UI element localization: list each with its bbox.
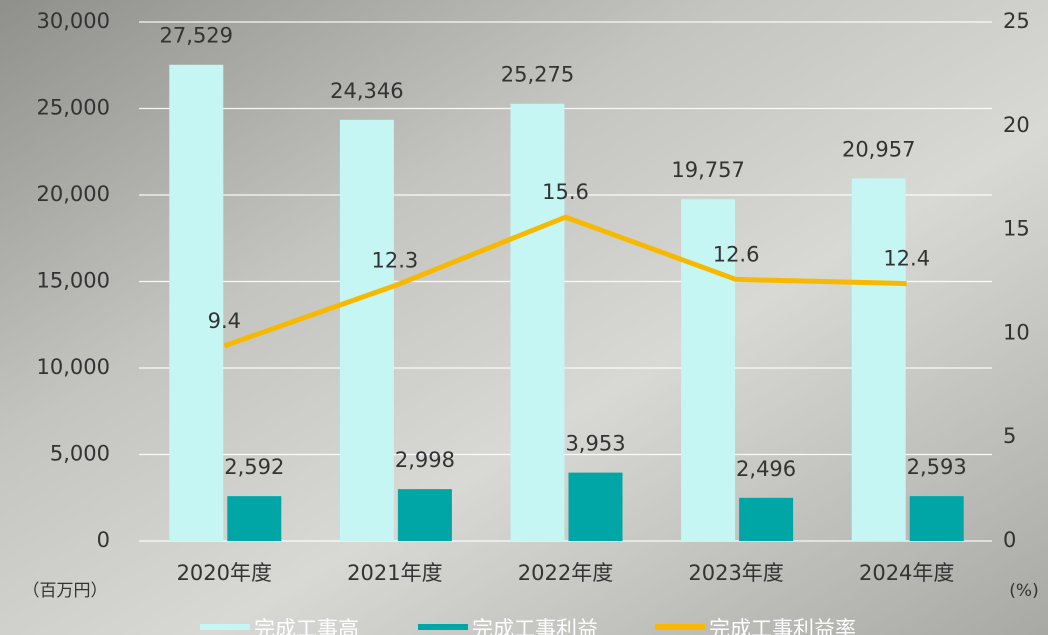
y-tick-label: 30,000	[37, 9, 110, 33]
x-tick-label: 2020年度	[177, 561, 272, 585]
bar	[852, 178, 906, 541]
line-value-label: 12.6	[713, 242, 760, 266]
chart: （百万円） (%) 0 5,000 10,000 15,000 20,000 25,000…	[0, 0, 1048, 635]
value-label: 3,953	[565, 432, 625, 456]
y-tick-label: 5,000	[50, 442, 110, 466]
value-label: 24,346	[330, 79, 403, 103]
bar	[340, 120, 394, 541]
y2-tick-label: 5	[1003, 424, 1016, 448]
bar	[169, 65, 223, 541]
y2-unit: (%)	[1009, 581, 1038, 601]
y-tick-label: 10,000	[37, 355, 110, 379]
y-tick-label: 15,000	[37, 269, 110, 293]
value-label: 27,529	[160, 24, 233, 48]
value-label: 20,957	[842, 137, 915, 161]
y2-tick-label: 0	[1003, 528, 1016, 552]
value-label: 2,592	[224, 455, 284, 479]
line-value-label: 9.4	[208, 309, 241, 333]
y-tick-label: 25,000	[37, 96, 110, 120]
y2-tick-label: 10	[1003, 320, 1030, 344]
y-tick-label: 0	[97, 528, 110, 552]
x-tick-label: 2023年度	[688, 561, 783, 585]
legend-label: 完成工事利益率	[709, 617, 856, 635]
bar	[398, 489, 452, 541]
line-value-label: 12.3	[372, 249, 419, 273]
y2-tick-label: 25	[1003, 9, 1030, 33]
x-tick-label: 2024年度	[859, 561, 954, 585]
value-label: 2,496	[736, 457, 796, 481]
y-tick-label: 20,000	[37, 182, 110, 206]
bar	[227, 496, 281, 541]
value-label: 2,593	[907, 455, 967, 479]
value-label: 25,275	[501, 63, 574, 87]
y2-tick-label: 20	[1003, 113, 1030, 137]
x-tick-label: 2021年度	[347, 561, 442, 585]
x-tick-label: 2022年度	[518, 561, 613, 585]
line-value-label: 12.4	[883, 247, 930, 271]
value-label: 2,998	[395, 448, 455, 472]
y-unit: （百万円）	[23, 581, 108, 601]
legend-label: 完成工事高	[254, 617, 359, 635]
bar	[739, 498, 793, 541]
bar	[910, 496, 964, 541]
line-value-label: 15.6	[542, 180, 589, 204]
legend-label: 完成工事利益	[472, 617, 598, 635]
value-label: 19,757	[671, 158, 744, 182]
page: （百万円） (%) 0 5,000 10,000 15,000 20,000 25,000…	[0, 0, 1048, 635]
bar	[569, 473, 623, 541]
y2-tick-label: 15	[1003, 217, 1030, 241]
bar	[511, 104, 565, 541]
